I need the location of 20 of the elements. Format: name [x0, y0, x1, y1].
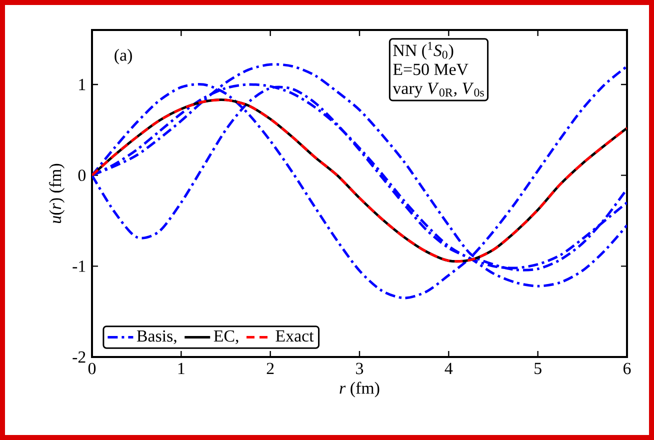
x-tick-label: 4	[444, 362, 453, 374]
y-tick-label: -1	[72, 260, 86, 272]
x-axis-title: r (fm)	[340, 382, 380, 398]
x-tick-label: 5	[534, 362, 542, 374]
y-axis-title: u(r) (fm)	[49, 164, 65, 224]
legend-label: EC,	[214, 330, 238, 344]
x-tick-label: 1	[178, 362, 184, 374]
annotation: E=50 MeV	[393, 64, 468, 76]
y-tick-label: 0	[78, 170, 86, 182]
x-tick-label: 6	[624, 362, 631, 374]
x-tick-label: 0	[88, 362, 96, 374]
legend-label: Exact	[276, 330, 314, 342]
annotation: (a)	[114, 48, 132, 64]
legend-label: Basis,	[136, 330, 176, 344]
y-tick-label: 1	[79, 78, 86, 90]
annotation: NN ($^{1}$S$_{0}$)	[393, 42, 454, 60]
y-tick-label: -2	[72, 351, 86, 363]
annotation: vary V$_{0R}$, V$_{0s}$	[392, 82, 484, 98]
x-tick-label: 2	[266, 362, 274, 374]
x-tick-label: 3	[356, 362, 364, 374]
